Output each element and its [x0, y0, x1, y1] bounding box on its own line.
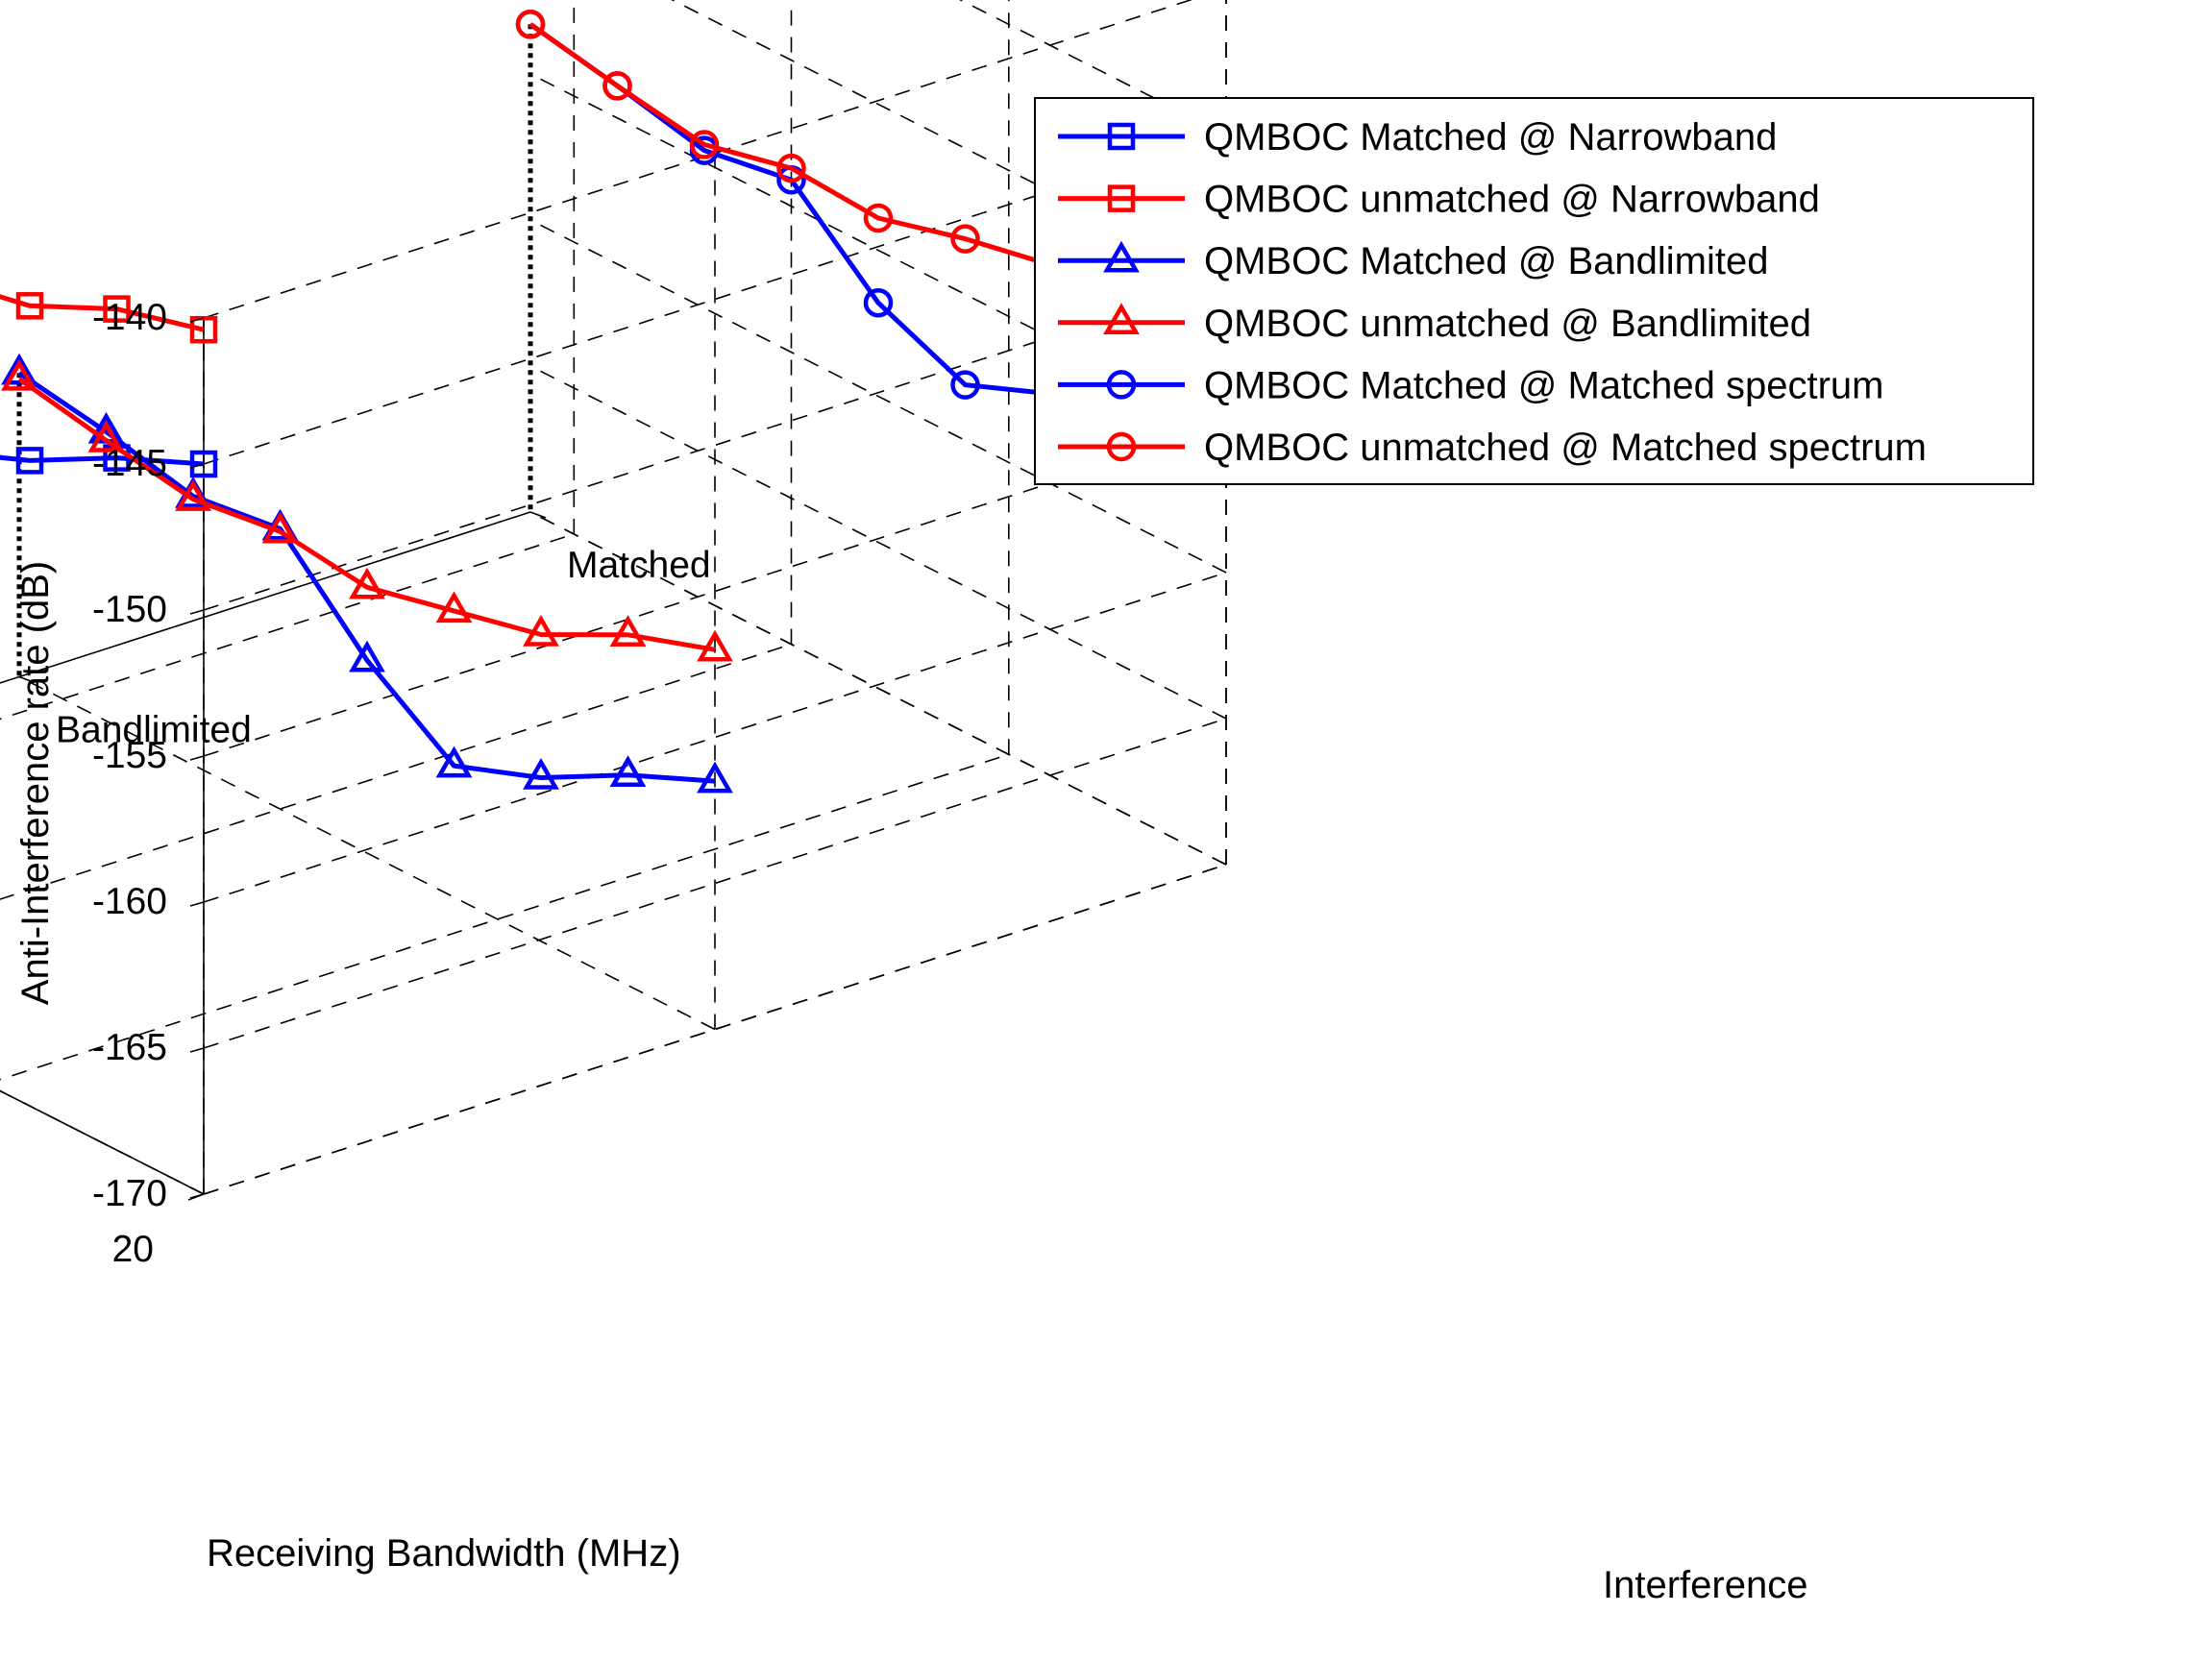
series-line	[0, 294, 205, 332]
data-point	[776, 153, 806, 183]
grid-line	[0, 643, 792, 900]
stems	[16, 24, 533, 677]
legend-label: QMBOC unmatched @ Bandlimited	[1204, 303, 1811, 345]
x-axis-line	[0, 1089, 205, 1195]
legend-item: QMBOC unmatched @ Narrowband	[1058, 179, 1820, 221]
z-tick-label: -160	[92, 881, 167, 922]
legend-label: QMBOC Matched @ Bandlimited	[1204, 240, 1768, 282]
z-tick-label: -165	[92, 1027, 167, 1068]
y-tick-mark	[18, 675, 36, 684]
z-tick-mark	[189, 317, 205, 323]
legend-item: QMBOC Matched @ Matched spectrum	[1058, 364, 1884, 406]
data-point	[261, 511, 299, 544]
y-tick-mark	[529, 511, 547, 519]
data-point	[103, 295, 131, 323]
tick-labels: -140-145-150-155-160-165-1705101520Narro…	[18, 297, 711, 1270]
data-point	[15, 447, 44, 475]
y-tick-label: Bandlimited	[56, 710, 252, 751]
data-point	[609, 615, 647, 648]
z-tick-mark	[189, 463, 205, 469]
grid-line	[18, 675, 716, 1031]
data-point	[1, 358, 37, 391]
y-axis-label: Interference	[1603, 1564, 1807, 1606]
legend-marker	[1107, 184, 1136, 212]
data-point	[1, 353, 37, 385]
z-tick-mark	[189, 901, 205, 907]
z-tick-label: -150	[92, 589, 167, 630]
series-4	[1, 358, 733, 662]
series-line	[0, 454, 205, 467]
grid-line	[529, 365, 1227, 720]
data-point	[697, 761, 733, 794]
z-tick-label: -145	[92, 443, 167, 484]
series-2	[0, 292, 218, 344]
series-line	[17, 377, 716, 652]
legend-marker	[1103, 240, 1140, 273]
legend: QMBOC Matched @ Narrowband QMBOC unmatche…	[1034, 97, 2034, 485]
grid-line	[0, 533, 575, 721]
legend-item: QMBOC unmatched @ Matched spectrum	[1058, 427, 1927, 469]
data-point	[609, 755, 647, 787]
legend-item: QMBOC Matched @ Bandlimited	[1058, 240, 1768, 282]
grid-line	[203, 864, 1227, 1195]
data-point	[87, 420, 125, 452]
data-point	[175, 479, 211, 511]
data-point	[515, 10, 546, 39]
data-point	[349, 640, 385, 672]
z-tick-mark	[189, 1047, 205, 1053]
grid-line	[203, 0, 1193, 319]
grid-line	[529, 511, 1227, 866]
data-point	[435, 745, 473, 778]
z-tick-label: -170	[92, 1173, 167, 1214]
grid-line	[529, 73, 1227, 428]
x-tick-label: 20	[112, 1229, 154, 1270]
legend-label: QMBOC Matched @ Matched spectrum	[1204, 364, 1884, 406]
series-line	[17, 371, 716, 784]
legend-item: QMBOC unmatched @ Bandlimited	[1058, 303, 1811, 345]
data-point	[189, 450, 218, 478]
data-point	[349, 567, 385, 599]
legend-label: QMBOC unmatched @ Narrowband	[1204, 179, 1820, 221]
grid-line	[203, 572, 1227, 903]
legend-marker	[1106, 431, 1137, 462]
z-tick-label: -140	[92, 297, 167, 338]
data-point	[863, 203, 894, 233]
x-axis-label: Receiving Bandwidth (MHz)	[207, 1532, 681, 1575]
z-axis-label: Anti-Interference rate (dB)	[14, 561, 57, 1005]
data-point	[689, 130, 720, 159]
axis-labels: Anti-Interference rate (dB) Receiving Ba…	[14, 561, 1807, 1606]
legend-label: QMBOC unmatched @ Matched spectrum	[1204, 427, 1927, 469]
z-tick-label: -155	[92, 735, 167, 776]
legend-item: QMBOC Matched @ Narrowband	[1058, 116, 1777, 159]
legend-label: QMBOC Matched @ Narrowband	[1204, 116, 1777, 159]
y-axis-line	[0, 511, 531, 684]
series-1	[0, 444, 218, 478]
z-tick-mark	[189, 755, 205, 761]
grid-line	[203, 718, 1227, 1049]
x-tick-mark	[187, 1193, 205, 1201]
grid-line	[529, 219, 1227, 574]
data-point	[950, 370, 980, 400]
data-point	[435, 591, 473, 623]
legend-marker	[1106, 370, 1137, 400]
data-point	[15, 292, 44, 320]
z-tick-mark	[189, 609, 205, 615]
legend-marker	[1107, 122, 1136, 151]
data-point	[523, 757, 559, 790]
data-point	[950, 224, 980, 254]
data-point	[523, 614, 559, 647]
legend-marker	[1103, 303, 1140, 335]
legend-box	[1034, 97, 2034, 485]
data-point	[602, 71, 632, 101]
data-point	[863, 287, 894, 318]
y-tick-label: Matched	[567, 545, 711, 586]
grid-line	[0, 753, 1010, 1081]
grid-line	[671, 0, 1227, 281]
data-point	[697, 629, 733, 662]
